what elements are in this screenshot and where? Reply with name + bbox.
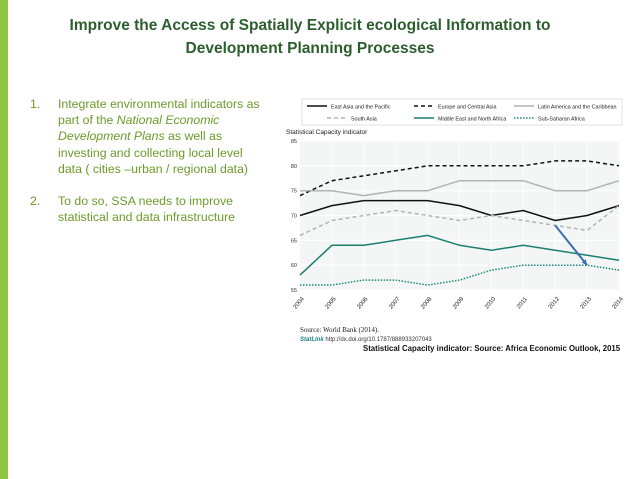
- chart: East Asia and the Pacific Europe and Cent…: [282, 96, 627, 356]
- y-tick-label: 55: [291, 288, 297, 294]
- list-item: 1. Integrate environmental indicators as…: [30, 96, 270, 177]
- item-text: Integrate environmental indicators as pa…: [58, 96, 266, 177]
- item-number: 2.: [30, 194, 41, 209]
- series-line: [300, 179, 620, 197]
- x-tick-label: 2008: [420, 296, 434, 311]
- title-line-2: Development Planning Processes: [185, 40, 435, 57]
- chart-source: Source: World Bank (2014).: [300, 326, 380, 334]
- accent-bar: [0, 0, 8, 479]
- chart-svg: East Asia and the Pacific Europe and Cent…: [286, 98, 626, 311]
- legend-box: [301, 98, 623, 126]
- y-tick-label: 60: [291, 263, 297, 269]
- series-line: [299, 234, 620, 276]
- item-text-part: as well as investing and collecting loca…: [58, 129, 249, 176]
- item-text-part: Integrate environmental indicators as pa…: [58, 97, 260, 128]
- statlink-label: StatLink: [300, 337, 324, 343]
- legend-label: Latin America and the Caribbean: [538, 105, 617, 111]
- slide-title: Improve the Access of Spatially Explicit…: [30, 14, 590, 60]
- x-tick-label: 2006: [356, 296, 370, 311]
- title-line-1: Improve the Access of Spatially Explicit…: [69, 17, 551, 34]
- x-tick-label: 2007: [388, 296, 402, 311]
- chart-title: Statistical Capacity indicator: [286, 129, 368, 136]
- x-tick-label: 2011: [516, 296, 529, 310]
- item-text-italic: National Economic Development Plans: [58, 113, 220, 144]
- x-tick-label: 2005: [325, 296, 339, 311]
- series-line: [299, 160, 620, 197]
- item-text: To do so, SSA needs to improve statistic…: [58, 194, 236, 225]
- x-tick-label: 2004: [293, 296, 307, 311]
- list-item: 2. To do so, SSA needs to improve statis…: [30, 193, 270, 225]
- series-line: [299, 205, 620, 237]
- legend-label: Middle East and North Africa: [438, 117, 506, 123]
- legend-label: South Asia: [351, 117, 377, 123]
- x-tick-label: 2010: [484, 296, 498, 311]
- chart-footnote: Statistical Capacity indicator: Source: …: [363, 344, 621, 353]
- item-number: 1.: [30, 97, 41, 111]
- series-line: [299, 199, 620, 222]
- y-tick-label: 75: [291, 189, 297, 195]
- arrow-shaft: [554, 224, 588, 266]
- bullet-list: 1. Integrate environmental indicators as…: [30, 96, 270, 241]
- legend-label: East Asia and the Pacific: [331, 105, 391, 111]
- y-tick-label: 80: [291, 164, 297, 170]
- legend-label: Sub-Saharan Africa: [538, 117, 585, 123]
- y-tick-label: 65: [291, 238, 297, 244]
- y-tick-label: 70: [291, 214, 297, 220]
- y-tick-label: 85: [291, 139, 297, 145]
- arrow-head: [581, 259, 588, 266]
- x-tick-label: 2009: [452, 296, 466, 311]
- x-tick-label: 2013: [580, 296, 594, 311]
- x-tick-label: 2012: [548, 296, 562, 311]
- legend-label: Europe and Central Asia: [438, 105, 496, 111]
- statlink-url[interactable]: http://dx.doi.org/10.1787/888933207043: [325, 337, 432, 343]
- x-tick-label: 2014: [612, 296, 626, 311]
- statlink: StatLink http://dx.doi.org/10.1787/88893…: [300, 337, 432, 343]
